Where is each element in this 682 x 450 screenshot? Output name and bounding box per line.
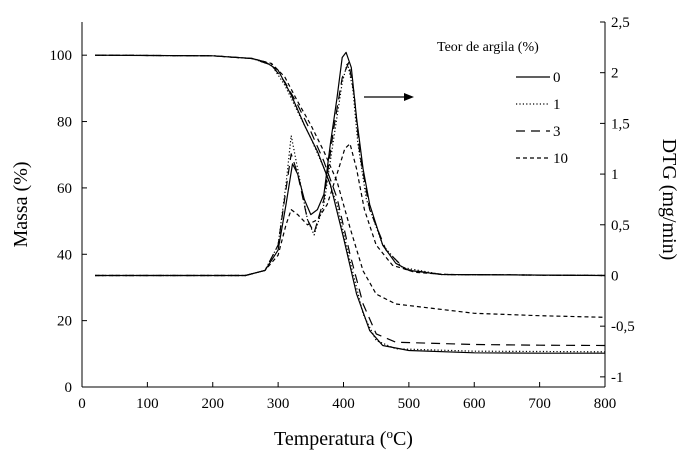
y-right-tick-label: 1: [611, 167, 619, 183]
x-axis-title: Temperatura (oC): [274, 426, 413, 450]
legend-label-0: 0: [553, 70, 561, 86]
y-right-tick-label: 1,5: [611, 116, 630, 132]
y-left-tick-label: 40: [57, 247, 72, 263]
x-tick-label: 400: [332, 396, 355, 412]
mass-curve-3: [95, 54, 606, 347]
y-right-tick-label: 2,5: [611, 15, 630, 31]
x-tick-label: 500: [398, 396, 421, 412]
legend-label-3: 3: [553, 124, 561, 140]
y-right-tick-label: 0,5: [611, 218, 630, 234]
x-tick-label: 700: [528, 396, 551, 412]
mass-curve-0: [95, 54, 605, 354]
legend-title: Teor de argila (%): [437, 40, 539, 55]
legend-label-1: 1: [553, 97, 561, 113]
legend-label-10: 10: [553, 151, 568, 167]
dtg-curve-3: [95, 62, 606, 277]
y-left-tick-label: 60: [57, 181, 72, 197]
y-left-tick-label: 0: [65, 380, 73, 396]
x-tick-label: 800: [594, 396, 617, 412]
y-right-tick-label: -0,5: [611, 319, 635, 335]
axes-group: [81, 21, 606, 388]
y-right-tick-label: -1: [611, 370, 624, 386]
x-tick-label: 100: [136, 396, 159, 412]
x-tick-label: 0: [78, 396, 86, 412]
y-left-tick-label: 80: [57, 115, 72, 131]
curves-group: [95, 51, 606, 354]
mass-curve-1: [95, 54, 606, 353]
y-right-axis-title: DTG (mg/min): [658, 139, 680, 261]
labels-group: 0 100 200 300 400 500 600 700 800020406080100-1-…: [10, 15, 680, 450]
y-left-axis-title: Massa (%): [10, 161, 32, 247]
y-right-tick-label: 2: [611, 66, 619, 82]
x-tick-label: 300: [267, 396, 290, 412]
y-left-tick-label: 20: [57, 314, 72, 330]
dtg-curve-1: [95, 62, 606, 277]
x-tick-label: 200: [202, 396, 225, 412]
x-tick-label: 600: [463, 396, 486, 412]
y-left-tick-label: 100: [50, 48, 73, 64]
legend: Teor de argila (%) 0 1 3 10: [437, 40, 568, 167]
y-right-tick-label: 0: [611, 268, 619, 284]
annotation-arrow-head: [404, 93, 414, 101]
dtg-curve-0: [95, 51, 606, 277]
mass-curve-10: [95, 54, 606, 318]
dtg-curve-10: [95, 143, 606, 277]
